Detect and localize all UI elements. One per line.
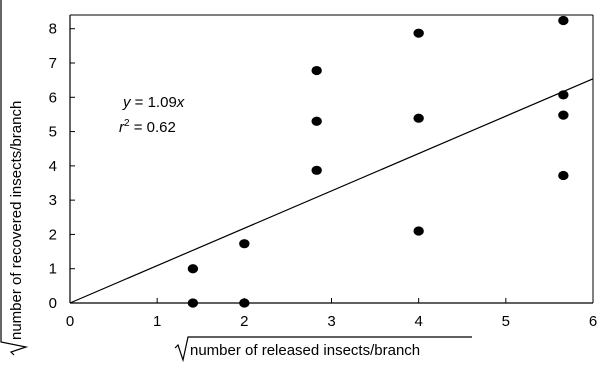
- data-point: [558, 170, 569, 181]
- r2-value: = 0.62: [130, 119, 176, 136]
- data-point: [239, 239, 250, 249]
- y-tick-label: 1: [49, 261, 57, 278]
- data-point: [558, 110, 569, 120]
- data-point: [413, 28, 424, 38]
- data-point: [187, 264, 199, 274]
- fit-line: [69, 78, 594, 304]
- plot-frame: [69, 14, 594, 304]
- y-tick-label: 0: [49, 295, 57, 312]
- y-tick-label: 2: [49, 226, 57, 243]
- y-axis-label: number of recovered insects/branch: [8, 101, 25, 340]
- y-axis-title: number of recovered insects/branch: [0, 0, 29, 356]
- data-point: [558, 90, 569, 100]
- y-sqrt-radical: [0, 0, 29, 356]
- data-point: [239, 298, 250, 308]
- x-axis-label: number of released insects/branch: [190, 342, 420, 359]
- y-tick-label: 7: [49, 55, 57, 72]
- data-point: [413, 113, 424, 123]
- data-point: [311, 116, 322, 126]
- equation-y-var: y: [122, 94, 132, 111]
- x-tick-label: 5: [502, 313, 510, 330]
- x-tick-label: 1: [153, 313, 161, 330]
- x-axis-title: number of released insects/branch: [174, 336, 472, 363]
- y-tick-label: 5: [49, 124, 57, 141]
- data-point: [311, 65, 322, 76]
- y-tick-label: 3: [49, 192, 57, 209]
- data-point: [311, 165, 322, 175]
- equation-annotation: y = 1.09x: [122, 94, 185, 111]
- x-tick-label: 2: [240, 313, 248, 330]
- x-tick-label: 6: [589, 313, 597, 330]
- r2-annotation: r2 = 0.62: [119, 118, 176, 136]
- data-point: [413, 226, 424, 236]
- y-tick-label: 4: [49, 158, 57, 175]
- y-tick-label: 8: [49, 21, 57, 38]
- data-points: [187, 15, 569, 308]
- x-tick-label: 4: [414, 313, 422, 330]
- x-tick-label: 0: [66, 313, 74, 330]
- y-ticks: 0 1 2 3 4 5 6 7 8: [49, 21, 75, 312]
- equation-value: = 1.09: [131, 94, 177, 111]
- x-sqrt-radical: [174, 336, 472, 363]
- x-ticks: 0 1 2 3 4 5 6: [66, 298, 597, 330]
- x-tick-label: 3: [327, 313, 335, 330]
- y-tick-label: 6: [49, 89, 57, 106]
- data-point: [558, 15, 569, 26]
- r2-var: r: [119, 119, 125, 136]
- data-point: [187, 298, 199, 308]
- equation-x-var: x: [176, 94, 185, 111]
- r2-superscript: 2: [124, 118, 130, 129]
